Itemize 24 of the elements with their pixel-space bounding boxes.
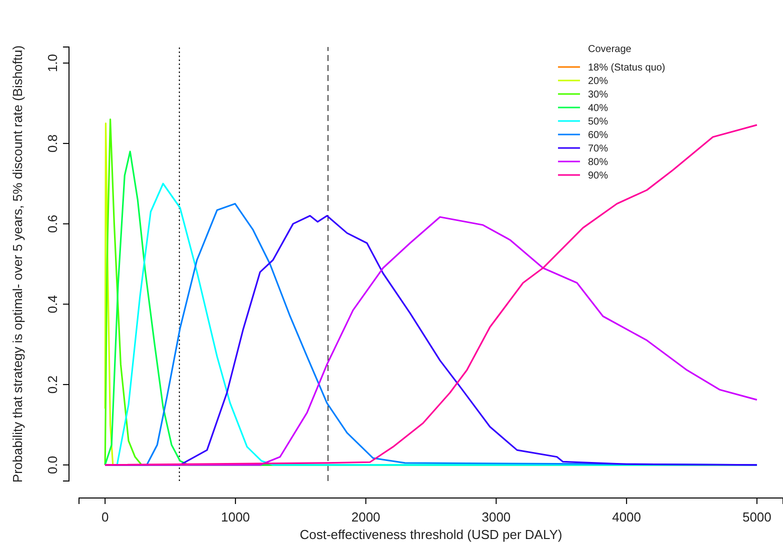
x-tick-label: 5000	[742, 509, 772, 524]
legend-label: 70%	[588, 144, 608, 154]
x-tick-label: 1000	[220, 509, 250, 524]
y-tick-label: 1.0	[45, 54, 60, 72]
y-tick-label: 0.6	[45, 214, 60, 233]
legend-label: 30%	[588, 90, 608, 100]
legend-title: Coverage	[588, 44, 632, 55]
legend-label: 20%	[588, 76, 608, 87]
x-axis-title: Cost-effectiveness threshold (USD per DALY)	[300, 527, 562, 542]
legend-label: 90%	[588, 170, 608, 182]
y-tick-label: 0.2	[45, 376, 60, 394]
x-tick-label: 3000	[482, 509, 511, 524]
y-tick-label: 0.0	[45, 456, 60, 474]
legend-label: 80%	[588, 157, 608, 168]
x-tick-label: 2000	[351, 509, 380, 524]
y-axis-title: Probability that strategy is optimal- over 5 years, 5% discount rate (Bishoftu)	[10, 45, 25, 483]
y-tick-label: 0.8	[45, 134, 60, 152]
x-tick-label: 0	[101, 509, 109, 524]
y-tick-label: 0.4	[45, 295, 60, 314]
x-tick-label: 4000	[612, 509, 642, 524]
legend-label: 50%	[588, 116, 608, 128]
legend-label: 40%	[588, 103, 608, 114]
legend-label: 60%	[588, 130, 608, 141]
legend-label: 18% (Status quo)	[588, 62, 666, 74]
